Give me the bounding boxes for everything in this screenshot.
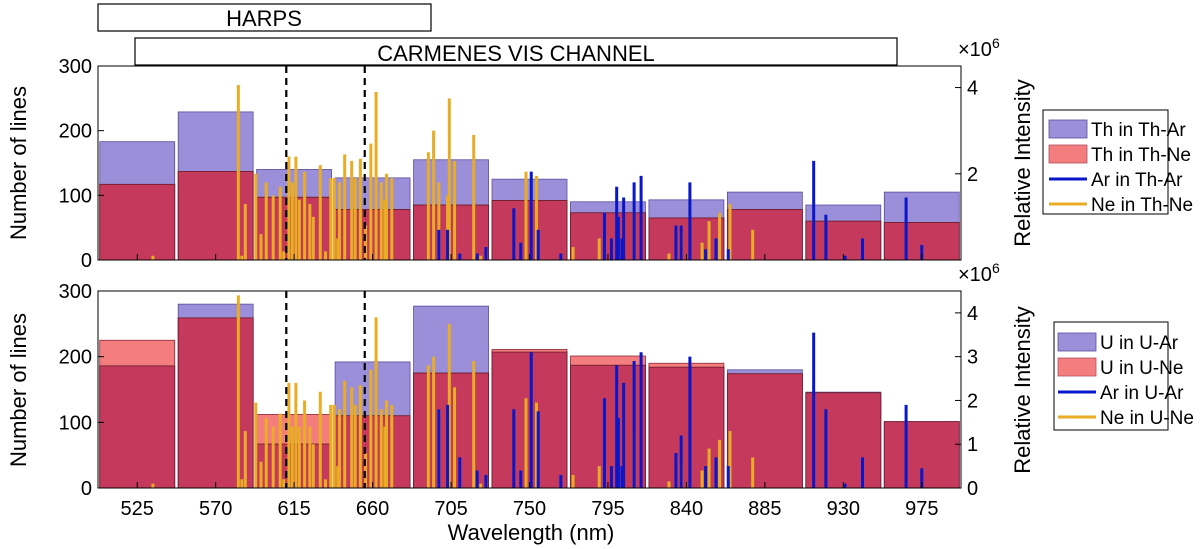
bottom-y2tick-label: 3 [967,347,978,369]
bottom-legend-label-2: U in U-Ne [1100,358,1183,379]
xtick-label-885: 885 [748,498,781,520]
top-legend-label-2: Th in Th-Ne [1091,145,1191,166]
bottom-y-axis-label: Number of lines [6,313,31,467]
bottom-panel: Number of lines Relative Intensity ×106 … [6,260,1035,545]
top-ytick-label: 0 [81,250,92,272]
top-legend-label-3: Ar in Th-Ar [1091,170,1183,191]
top-legend: Th in Th-Ar Th in Th-Ne Ar in Th-Ar Ne in T… [1042,109,1193,216]
top-y-axis-label: Number of lines [6,86,31,240]
xtick-label-930: 930 [827,498,860,520]
bottom-bar-overlap-525 [99,365,176,489]
xtick-label-570: 570 [199,498,232,520]
bottom-bar-overlap-840 [648,366,725,489]
top-bar-overlap-750 [491,200,568,261]
top-legend-label-1: Th in Th-Ar [1091,120,1186,141]
top-legend-swatch-2 [1048,144,1088,164]
xtick-label-750: 750 [513,498,546,520]
bottom-bar-overlap-885 [726,373,803,489]
bottom-y2-axis-label: Relative Intensity [1010,306,1035,474]
bottom-bar-overlap-930 [805,392,882,489]
bottom-bar-overlap-750 [491,351,568,489]
top-ytick-label: 100 [59,185,92,207]
top-ytick-label: 300 [59,56,92,78]
top-bar-overlap-570 [177,171,254,261]
bottom-ytick-label: 200 [59,347,92,369]
carmenes-box [134,37,898,66]
top-legend-swatch-1 [1048,119,1088,139]
top-bar-overlap-930 [805,220,882,261]
bottom-legend-label-1: U in U-Ar [1100,333,1179,354]
bottom-y2tick-label: 4 [967,303,978,325]
bottom-ytick-label: 300 [59,281,92,303]
top-y2-axis-label: Relative Intensity [1010,79,1035,247]
top-y2tick-label: 4 [967,78,978,100]
top-y2tick-label: 2 [967,164,978,186]
xtick-label-660: 660 [356,498,389,520]
top-bar-overlap-705 [413,204,489,261]
bottom-y2-multiplier: ×106 [958,260,1000,286]
bottom-legend-label-4: Ne in U-Ne [1100,408,1194,429]
xtick-label-975: 975 [905,498,938,520]
bottom-legend: U in U-Ar U in U-Ne Ar in U-Ar Ne in U-Ne [1053,321,1194,431]
x-axis-label: Wavelength (nm) [448,520,615,545]
top-ytick-label: 200 [59,121,92,143]
harps-label: HARPS [226,6,302,31]
top-bar-overlap-660 [334,209,411,261]
instrument-coverage: HARPS CARMENES VIS CHANNEL [97,3,898,66]
top-y2-multiplier: ×106 [958,35,1000,61]
bottom-y2tick-label: 1 [967,434,978,456]
top-bar-overlap-885 [726,209,803,261]
xtick-label-705: 705 [434,498,467,520]
xtick-label-795: 795 [591,498,624,520]
bottom-legend-swatch-1 [1057,332,1097,352]
bottom-bar-overlap-705 [413,372,489,489]
bottom-ytick-label: 100 [59,412,92,434]
bottom-y2tick-label: 2 [967,390,978,412]
top-bar-overlap-525 [99,183,176,261]
bottom-ytick-label: 0 [81,478,92,500]
top-legend-label-4: Ne in Th-Ne [1091,195,1193,216]
bottom-bar-overlap-660 [334,415,411,489]
xtick-label-840: 840 [670,498,703,520]
bottom-bar-overlap-570 [177,317,254,489]
top-panel: Number of lines Relative Intensity ×106 … [6,35,1035,272]
bottom-y2tick-label: 0 [967,478,978,500]
xtick-label-615: 615 [277,498,310,520]
top-bar-overlap-840 [648,217,725,261]
carmenes-label: CARMENES VIS CHANNEL [377,41,655,66]
bottom-legend-swatch-2 [1057,357,1097,377]
xtick-label-525: 525 [121,498,154,520]
harps-box [97,3,432,32]
bottom-legend-label-3: Ar in U-Ar [1100,383,1184,404]
